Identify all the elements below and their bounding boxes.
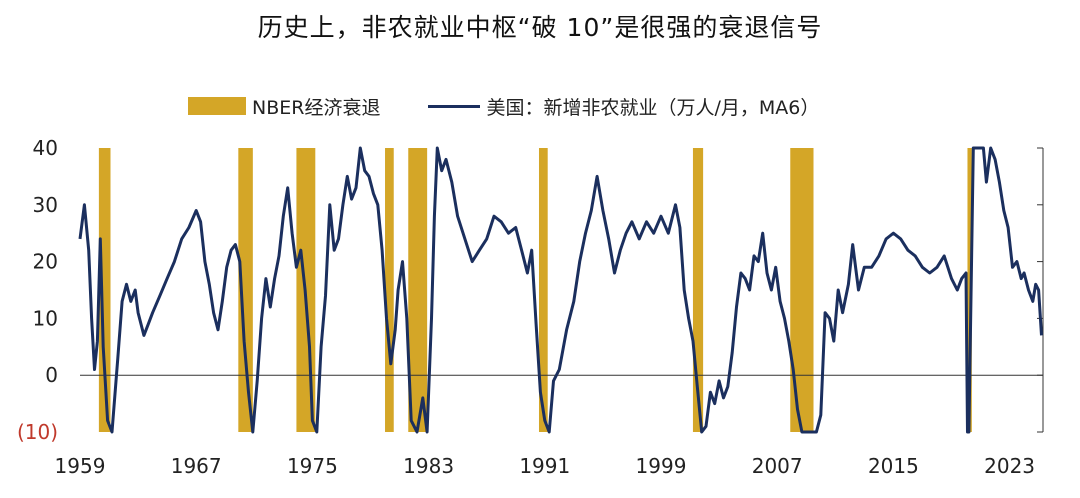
x-tick-label: 1999 xyxy=(636,454,687,478)
y-tick-label: 30 xyxy=(33,193,58,217)
y-tick-label: 10 xyxy=(33,306,58,330)
recession-band-0 xyxy=(98,148,111,432)
legend-recession-label: NBER经济衰退 xyxy=(252,96,381,119)
series-line xyxy=(78,146,1043,434)
y-tick-label: (10) xyxy=(17,420,58,444)
y-tick-label: 0 xyxy=(45,363,58,387)
recession-band-5 xyxy=(538,148,548,432)
recession-band-3 xyxy=(385,148,394,432)
y-tick-label: 20 xyxy=(33,250,58,274)
legend-series-swatch xyxy=(428,104,481,108)
legend: NBER经济衰退 美国：新增非农就业（万人/月，MA6） xyxy=(188,94,820,119)
recession-band-7 xyxy=(790,148,814,432)
legend-recession-swatch xyxy=(188,97,246,115)
chart-title: 历史上，非农就业中枢“破 10”是很强的衰退信号 xyxy=(257,13,823,42)
x-axis-ticks: 1959 1967 1975 1983 1991 1999 2007 2015 2023 xyxy=(55,454,1035,478)
recession-band-6 xyxy=(692,148,704,432)
x-tick-label: 1959 xyxy=(55,454,106,478)
x-tick-label: 2007 xyxy=(752,454,803,478)
y-tick-label: 40 xyxy=(33,136,58,160)
y-axis-ticks: 40 30 20 10 0 (10) xyxy=(17,136,58,444)
x-tick-label: 2023 xyxy=(984,454,1035,478)
recession-band-1 xyxy=(238,148,253,432)
x-tick-label: 1983 xyxy=(403,454,454,478)
x-tick-label: 1991 xyxy=(519,454,570,478)
recession-band-4 xyxy=(408,148,428,432)
right-axis-ticks xyxy=(1037,147,1043,433)
x-tick-label: 1967 xyxy=(171,454,222,478)
legend-series-label: 美国：新增非农就业（万人/月，MA6） xyxy=(486,96,820,119)
x-tick-label: 2015 xyxy=(868,454,919,478)
x-tick-label: 1975 xyxy=(287,454,338,478)
